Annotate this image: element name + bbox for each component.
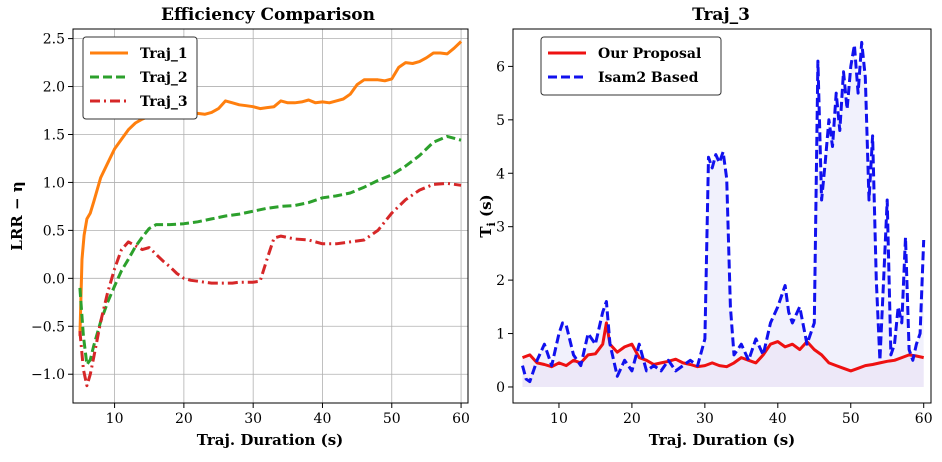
y-tick-label-1: −0.5 xyxy=(31,319,65,335)
y-ticks-right: 0 1 2 3 4 5 6 xyxy=(496,59,513,396)
y-ticks-left: −1.0 −0.5 0.0 0.5 1.0 1.5 2.0 2.5 xyxy=(31,32,73,383)
x-tick-label-2: 30 xyxy=(244,411,262,427)
x-tick-label-1: 20 xyxy=(175,411,193,427)
y-tick-label-7: 2.5 xyxy=(43,32,65,48)
x-axis-label-right: Traj. Duration (s) xyxy=(649,431,796,449)
y-axis-label-right-main: T xyxy=(477,226,495,238)
y-axis-label-left: LRR − η xyxy=(8,181,26,250)
legend-label-isam2-based: Isam2 Based xyxy=(598,70,699,86)
y-tick-label-5: 1.5 xyxy=(43,127,65,143)
y-tick-label-3: 3 xyxy=(496,220,505,236)
x-tick-label-5: 60 xyxy=(915,411,933,427)
y-tick-label-0: 0 xyxy=(496,380,505,396)
legend-label-our-proposal: Our Proposal xyxy=(598,46,701,62)
chart-title-left: Efficiency Comparison xyxy=(161,5,375,25)
y-tick-label-4: 4 xyxy=(496,166,505,182)
x-ticks-left: 10 20 30 40 50 60 xyxy=(106,403,470,427)
grid-left xyxy=(73,29,468,403)
series-line-traj-3 xyxy=(78,181,462,388)
x-tick-label-1: 20 xyxy=(623,411,641,427)
series-fill-isam2-based xyxy=(522,42,924,387)
x-axis-label-left: Traj. Duration (s) xyxy=(197,431,344,449)
x-tick-label-3: 40 xyxy=(769,411,787,427)
x-tick-label-2: 30 xyxy=(696,411,714,427)
legend-label-traj-1: Traj_1 xyxy=(140,46,188,62)
y-tick-label-1: 1 xyxy=(496,327,505,343)
x-tick-label-0: 10 xyxy=(550,411,568,427)
y-axis-label-right: Ti (s) xyxy=(477,194,498,237)
y-axis-label-right-unit: (s) xyxy=(477,194,495,222)
chart-title-right: Traj_3 xyxy=(692,5,750,25)
x-tick-label-3: 40 xyxy=(314,411,332,427)
series-line-isam2-based xyxy=(521,40,926,384)
y-tick-label-5: 5 xyxy=(496,113,505,129)
legend-label-traj-2: Traj_2 xyxy=(140,70,188,86)
y-axis-label-right-sub: i xyxy=(485,222,498,226)
legend-right: Our Proposal Isam2 Based xyxy=(540,36,722,96)
x-tick-label-5: 60 xyxy=(452,411,470,427)
traj3-chart: Traj_3 10 20 30 40 50 60 0 1 2 3 4 5 6 Traj. Durati… xyxy=(477,5,933,449)
fill-layer-right xyxy=(522,42,924,387)
series-line-traj-2 xyxy=(78,134,462,367)
y-tick-label-3: 0.5 xyxy=(43,223,65,239)
axes-frame-left xyxy=(72,28,469,404)
x-tick-label-4: 50 xyxy=(842,411,860,427)
y-tick-label-6: 6 xyxy=(496,59,505,75)
series-layer-left xyxy=(78,40,463,388)
axes-frame-right xyxy=(512,28,932,404)
x-ticks-right: 10 20 30 40 50 60 xyxy=(550,403,933,427)
series-line-traj-1 xyxy=(78,40,463,336)
x-tick-label-0: 10 xyxy=(106,411,124,427)
y-tick-label-4: 1.0 xyxy=(43,175,65,191)
x-tick-label-4: 50 xyxy=(383,411,401,427)
y-tick-label-0: −1.0 xyxy=(31,367,65,383)
legend-label-traj-3: Traj_3 xyxy=(140,94,188,110)
y-tick-label-2: 0.0 xyxy=(43,271,65,287)
efficiency-comparison-chart: Efficiency Comparison 10 20 30 40 50 60 −1.0−… xyxy=(8,5,470,449)
legend-box-left xyxy=(82,36,198,120)
y-tick-label-2: 2 xyxy=(496,273,505,289)
series-layer-right xyxy=(521,40,926,384)
legend-left: Traj_1 Traj_2 Traj_3 xyxy=(82,36,198,120)
series-line-our-proposal xyxy=(521,321,925,373)
y-tick-label-6: 2.0 xyxy=(43,80,65,96)
